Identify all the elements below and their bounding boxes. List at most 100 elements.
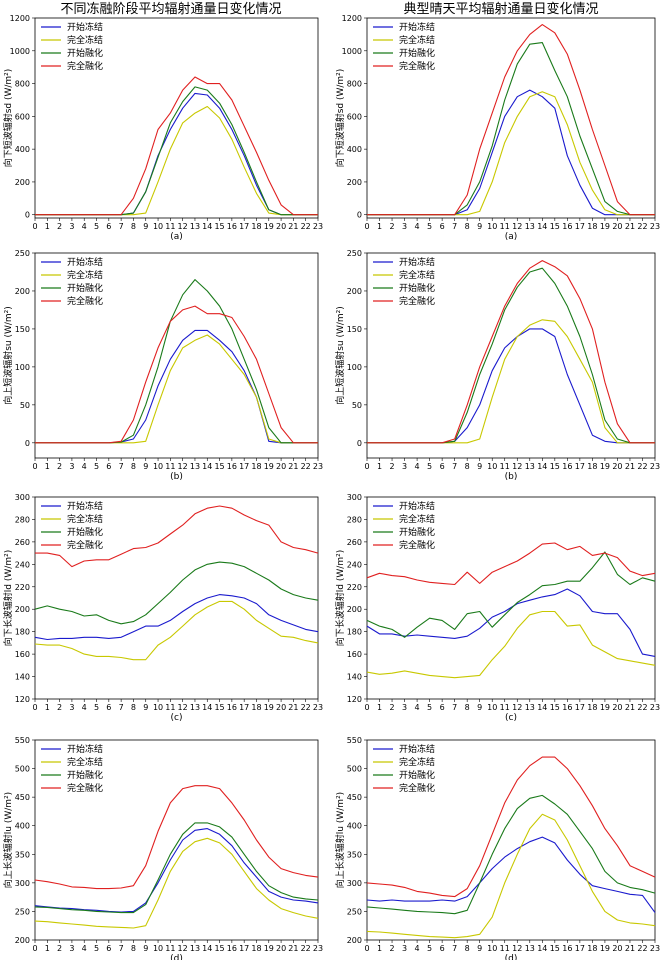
x-tick-label: 6 (440, 462, 445, 471)
x-tick-label: 6 (106, 222, 111, 231)
x-tick-label: 19 (264, 222, 274, 231)
y-tick-label: 120 (347, 695, 362, 704)
x-tick-label: 3 (402, 703, 407, 712)
series-line-开始融化 (366, 551, 656, 638)
plot-frame (366, 496, 656, 700)
y-tick-label: 250 (15, 249, 30, 258)
x-tick-label: 22 (637, 944, 647, 953)
title-right: 典型晴天平均辐射通量日变化情况 (403, 1, 598, 17)
x-tick-label: 17 (575, 222, 585, 231)
x-tick-label: 16 (562, 222, 572, 231)
x-tick-label: 13 (525, 944, 535, 953)
x-tick-label: 7 (452, 462, 457, 471)
x-tick-label: 20 (612, 222, 622, 231)
y-tick-label: 180 (15, 628, 30, 637)
y-tick-label: 0 (357, 439, 362, 448)
x-tick-label: 6 (106, 703, 111, 712)
x-tick-label: 18 (251, 222, 261, 231)
y-tick-label: 120 (15, 695, 30, 704)
x-tick-label: 22 (637, 222, 647, 231)
legend-label: 开始融化 (67, 282, 103, 294)
x-tick-label: 22 (301, 462, 311, 471)
x-tick-label: 21 (625, 703, 635, 712)
legend-label: 完全冻结 (399, 34, 435, 46)
series-line-完全冻结 (367, 319, 655, 444)
chart-panel-3: 0 1 2 3 4 5 6 7 8 9 10 11 12 13 14 15 16 17 18 19 20 21 22 2305… (2, 249, 323, 482)
plot-frame (34, 252, 319, 459)
legend-label: 开始冻结 (67, 256, 103, 268)
legend-label: 开始融化 (67, 47, 103, 59)
series-line-开始冻结 (366, 836, 656, 913)
x-tick-label: 7 (452, 222, 457, 231)
y-tick-label: 1200 (342, 14, 362, 23)
x-tick-label: 9 (143, 462, 148, 471)
y-tick-label: 220 (347, 583, 362, 592)
x-tick-label: 0 (364, 222, 369, 231)
plot-frame (34, 496, 319, 700)
x-tick-label: 23 (313, 222, 323, 231)
y-axis-label: 向上短波辐射su (W/m²) (2, 306, 14, 405)
legend-label: 完全融化 (67, 60, 103, 72)
x-tick-label: 7 (119, 944, 124, 953)
x-tick-label: 6 (106, 944, 111, 953)
x-tick-label: 14 (537, 703, 547, 712)
legend-label: 完全冻结 (67, 756, 103, 768)
x-tick-label: 8 (465, 462, 470, 471)
y-tick-label: 50 (352, 401, 362, 410)
y-tick-label: 500 (347, 765, 362, 774)
x-tick-label: 2 (389, 703, 394, 712)
x-tick-label: 12 (512, 222, 522, 231)
x-tick-label: 6 (440, 703, 445, 712)
y-tick-label: 400 (15, 145, 30, 154)
x-tick-label: 13 (525, 222, 535, 231)
x-tick-label: 18 (587, 462, 597, 471)
legend-label: 开始融化 (399, 526, 435, 538)
x-tick-label: 6 (440, 944, 445, 953)
series-line-开始冻结 (34, 594, 319, 641)
x-tick-label: 16 (227, 222, 237, 231)
x-tick-label: 11 (500, 703, 510, 712)
y-axis-label: 向下长波辐射ld (W/m²) (334, 550, 346, 646)
x-tick-label: 18 (251, 462, 261, 471)
series-line-开始融化 (34, 561, 319, 625)
plot-frame (366, 17, 656, 219)
y-tick-label: 200 (347, 287, 362, 296)
x-tick-label: 17 (239, 222, 249, 231)
x-tick-label: 14 (202, 703, 212, 712)
x-tick-label: 3 (402, 222, 407, 231)
series-line-开始冻结 (367, 328, 655, 444)
y-tick-label: 220 (15, 583, 30, 592)
y-tick-label: 300 (347, 879, 362, 888)
y-tick-label: 0 (25, 439, 30, 448)
y-tick-label: 160 (347, 650, 362, 659)
legend-label: 完全冻结 (67, 34, 103, 46)
x-tick-label: 4 (415, 703, 420, 712)
x-tick-label: 14 (202, 222, 212, 231)
legend-label: 完全冻结 (67, 269, 103, 281)
y-tick-label: 550 (347, 736, 362, 745)
x-tick-label: 23 (313, 462, 323, 471)
x-tick-label: 21 (625, 462, 635, 471)
x-tick-label: 19 (600, 222, 610, 231)
x-tick-label: 9 (477, 222, 482, 231)
x-tick-label: 21 (288, 222, 298, 231)
y-tick-label: 350 (15, 850, 30, 859)
legend-label: 开始融化 (399, 769, 435, 781)
x-tick-label: 8 (465, 944, 470, 953)
y-axis-label: 向上长波辐射lu (W/m²) (334, 792, 346, 888)
series-line-完全冻结 (366, 610, 656, 679)
series-line-完全融化 (35, 305, 318, 444)
x-tick-label: 5 (427, 222, 432, 231)
series-line-完全融化 (367, 260, 655, 444)
x-tick-label: 3 (402, 462, 407, 471)
legend-label: 开始冻结 (399, 500, 435, 512)
x-tick-label: 11 (500, 944, 510, 953)
x-tick-label: 17 (575, 944, 585, 953)
x-tick-label: 12 (178, 944, 188, 953)
panel-label: (c) (171, 713, 183, 723)
y-tick-label: 500 (15, 765, 30, 774)
y-tick-label: 240 (347, 560, 362, 569)
x-tick-label: 21 (625, 944, 635, 953)
x-tick-label: 5 (94, 222, 99, 231)
